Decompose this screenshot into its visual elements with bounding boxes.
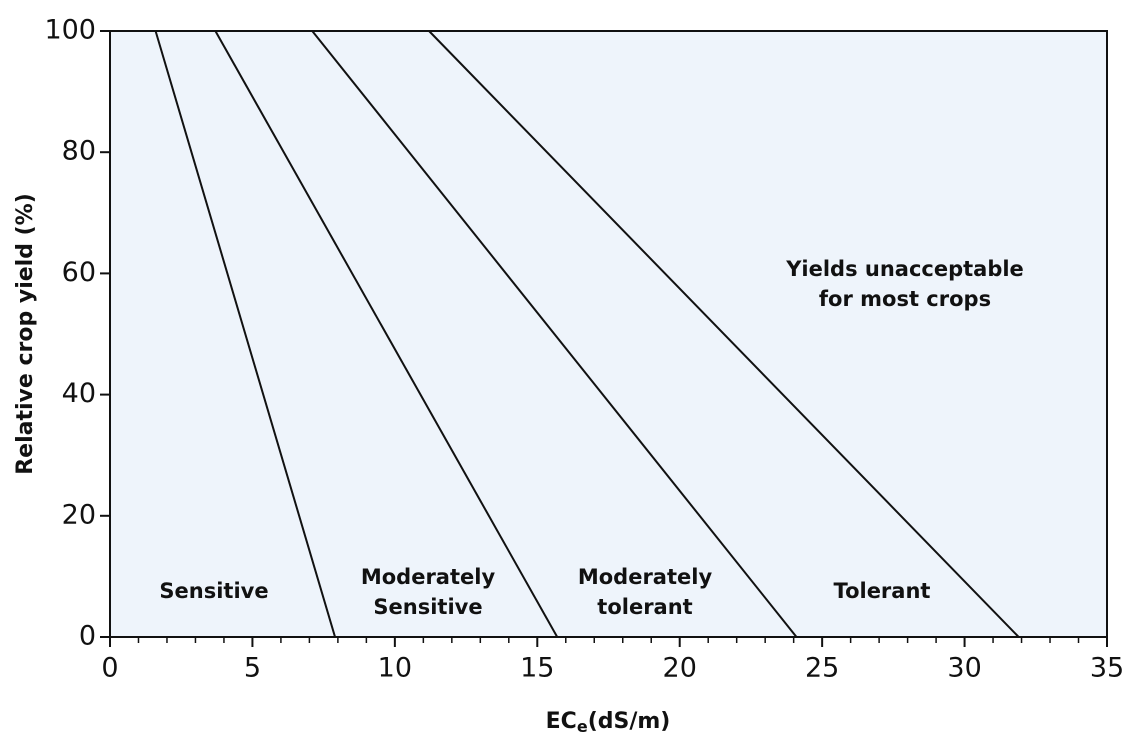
region-label: Moderately [578, 565, 713, 589]
y-tick-label: 60 [62, 257, 96, 288]
y-tick-label: 100 [44, 15, 96, 46]
series-line [154, 30, 336, 638]
series-line [311, 30, 798, 638]
region-label: Tolerant [834, 579, 931, 603]
series-line [214, 30, 559, 638]
region-label: Yields unacceptable [785, 257, 1024, 281]
region-label: for most crops [819, 287, 991, 311]
y-tick-label: 0 [79, 621, 96, 652]
x-tick-label: 30 [947, 653, 981, 684]
x-axis-label: ECe(dS/m) [546, 709, 671, 736]
y-tick-label: 40 [62, 378, 96, 409]
series-line [428, 30, 1020, 638]
x-tick-label: 10 [378, 653, 412, 684]
x-label-sub: e [577, 717, 588, 736]
y-tick-label: 20 [62, 499, 96, 530]
region-label: Moderately [361, 565, 496, 589]
x-tick-label: 0 [101, 653, 118, 684]
region-label: Sensitive [159, 579, 268, 603]
x-tick-label: 25 [805, 653, 839, 684]
region-label: Sensitive [373, 595, 482, 619]
x-label-rest: (dS/m) [588, 709, 671, 734]
y-axis-label: Relative crop yield (%) [13, 193, 38, 475]
x-tick-label: 20 [663, 653, 697, 684]
x-tick-label: 5 [244, 653, 261, 684]
plot-background [109, 30, 1108, 638]
y-tick-label: 80 [62, 136, 96, 167]
x-tick-label: 15 [520, 653, 554, 684]
x-tick-label: 35 [1090, 653, 1124, 684]
region-label: tolerant [597, 595, 692, 619]
x-label-main: EC [546, 709, 577, 734]
